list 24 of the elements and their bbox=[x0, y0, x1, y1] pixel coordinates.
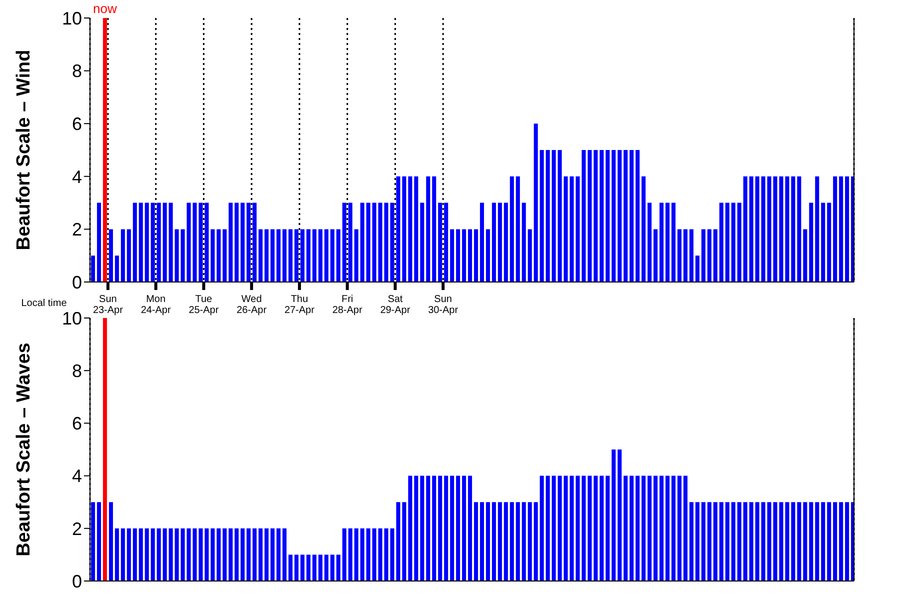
y-tick-label: 4 bbox=[72, 466, 82, 486]
ref-line-label: now bbox=[93, 1, 118, 16]
y-tick-label: 8 bbox=[72, 61, 82, 82]
x-tick-label: Fri 28-Apr bbox=[332, 294, 364, 316]
x-tick-label: Sun 23-Apr bbox=[92, 294, 124, 316]
x-tick-label: Tue 25-Apr bbox=[188, 294, 220, 316]
y-axis-title: Beaufort Scale – Waves bbox=[14, 342, 35, 556]
y-tick-label: 6 bbox=[72, 414, 82, 434]
x-tick-label: Mon 24-Apr bbox=[140, 294, 172, 316]
x-tick-label: Sun 30-Apr bbox=[428, 294, 459, 316]
y-tick-label: 2 bbox=[72, 518, 82, 539]
y-tick-label: 4 bbox=[72, 166, 82, 187]
x-tick-label: Thu 27-Apr bbox=[284, 294, 316, 316]
y-tick-label: 0 bbox=[72, 571, 82, 592]
y-tick-label: 10 bbox=[62, 308, 82, 328]
y-tick-label: 2 bbox=[72, 220, 82, 240]
y-tick-label: 10 bbox=[62, 8, 82, 28]
y-axis-title: Beaufort Scale – Wind bbox=[14, 50, 35, 250]
x-tick-label: Sat 29-Apr bbox=[380, 294, 411, 316]
y-tick-label: 8 bbox=[72, 360, 82, 381]
x-axis-title: Local time bbox=[21, 298, 68, 309]
y-tick-label: 6 bbox=[72, 114, 82, 134]
x-tick-label: Wed 26-Apr bbox=[236, 294, 268, 316]
y-tick-label: 0 bbox=[72, 272, 82, 292]
